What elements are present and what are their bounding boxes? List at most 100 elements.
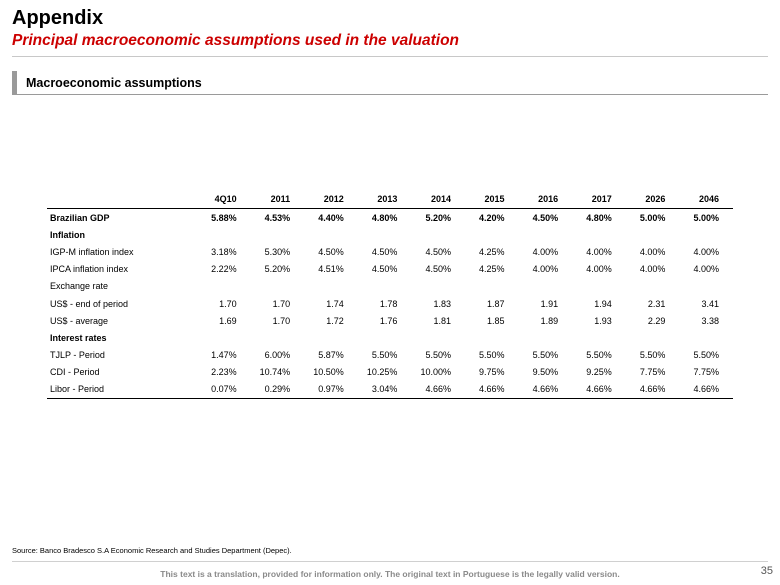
section-header: Macroeconomic assumptions <box>12 71 768 95</box>
table-cell: 5.50% <box>425 350 451 361</box>
row-label: Exchange rate <box>50 281 109 292</box>
table-cell: 5.50% <box>532 350 559 361</box>
table-cell <box>197 329 251 346</box>
section-accent-bar <box>12 71 17 95</box>
table-cell <box>519 226 573 243</box>
table-cell: 1.89 <box>540 315 559 326</box>
table-cell: 3.18% <box>211 246 237 257</box>
table-cell <box>251 329 305 346</box>
table-cell: 5.50% <box>479 350 505 361</box>
table-cell: 2.29 <box>647 315 666 326</box>
table-cell: 4.50% <box>532 212 559 223</box>
table-cell: 4.50% <box>425 246 451 257</box>
table-cell: 1.70 <box>272 298 291 309</box>
column-header-label <box>47 190 197 209</box>
table-row: Libor - Period 0.07% 0.29% 0.97% 3.04% 4.66% 4… <box>47 380 733 400</box>
table-cell <box>358 329 412 346</box>
row-label: Brazilian GDP <box>50 212 110 223</box>
table-cell: 5.50% <box>371 350 398 361</box>
table-cell: 4.51% <box>318 264 344 275</box>
table-cell <box>572 278 626 295</box>
row-label: CDI - Period <box>50 367 100 378</box>
table-cell: 0.29% <box>250 380 305 400</box>
table-cell <box>572 329 626 346</box>
table-cell: 4.66% <box>679 380 733 400</box>
row-label: US$ - end of period <box>50 298 129 309</box>
table-row: US$ - end of period 1.70 1.70 1.74 1.78 1.83 1… <box>47 295 733 312</box>
table-cell <box>626 278 680 295</box>
table-cell: 1.70 <box>219 298 237 309</box>
table-cell: 9.75% <box>479 367 505 378</box>
table-section-row: Inflation <box>47 226 733 243</box>
translation-disclaimer: This text is a translation, provided for… <box>160 569 620 579</box>
table-cell <box>358 278 412 295</box>
table-cell: 4.20% <box>479 212 505 223</box>
table-cell <box>411 278 465 295</box>
table-row: TJLP - Period 1.47% 6.00% 5.87% 5.50% 5.50% 5.… <box>47 347 733 364</box>
table-body: Brazilian GDP 5.88% 4.53% 4.40% 4.80% 5.20% 4.… <box>47 209 733 400</box>
table-cell <box>304 226 358 243</box>
table-cell: 7.75% <box>639 367 666 378</box>
table-cell: 4.00% <box>639 246 666 257</box>
table-row: Exchange rate <box>47 278 733 295</box>
table-cell: 4.66% <box>518 380 573 400</box>
table-cell: 1.87 <box>487 298 505 309</box>
table-cell: 4.50% <box>371 246 398 257</box>
table-cell: 5.88% <box>211 212 237 223</box>
table-cell: 4.00% <box>532 264 559 275</box>
column-header: 2013 <box>357 190 412 209</box>
table-cell <box>465 329 519 346</box>
table-row: US$ - average 1.69 1.70 1.72 1.76 1.81 1.85 1.8… <box>47 312 733 329</box>
table-cell: 9.50% <box>532 367 559 378</box>
row-label: TJLP - Period <box>50 350 105 361</box>
table-cell: 1.93 <box>594 315 612 326</box>
table-cell: 5.20% <box>264 264 291 275</box>
table-header: 4Q10 2011 2012 2013 2014 2015 2016 2017 2026 2046 <box>47 190 733 209</box>
header-divider <box>12 56 768 57</box>
table-cell: 4.00% <box>639 264 666 275</box>
table-cell <box>251 278 305 295</box>
table-cell: 1.85 <box>487 315 505 326</box>
table-cell: 4.66% <box>464 380 519 400</box>
table-cell: 1.94 <box>594 298 612 309</box>
source-note: Source: Banco Bradesco S.A Economic Rese… <box>12 546 292 555</box>
table-cell: 1.91 <box>540 298 559 309</box>
table-cell: 4.53% <box>264 212 291 223</box>
table-cell: 5.30% <box>264 246 291 257</box>
table-cell: 4.66% <box>411 380 465 400</box>
table-cell: 5.50% <box>586 350 612 361</box>
table-cell: 1.81 <box>433 315 451 326</box>
table-cell: 0.07% <box>197 380 251 400</box>
row-label: IPCA inflation index <box>50 264 129 275</box>
table-cell: 4.00% <box>693 246 719 257</box>
table-row: Brazilian GDP 5.88% 4.53% 4.40% 4.80% 5.20% 4.… <box>47 209 733 227</box>
table-cell: 4.25% <box>479 246 505 257</box>
table-cell: 5.87% <box>318 350 344 361</box>
table-cell: 5.20% <box>425 212 451 223</box>
table-cell: 5.00% <box>693 212 719 223</box>
page-title: Appendix <box>12 7 104 29</box>
row-label: Inflation <box>50 229 85 240</box>
table-cell <box>626 329 680 346</box>
column-header: 2016 <box>518 190 573 209</box>
footer-divider <box>12 561 768 562</box>
table-cell: 4.50% <box>318 246 344 257</box>
table-cell: 5.50% <box>693 350 719 361</box>
table-cell <box>197 226 251 243</box>
table-cell: 3.38 <box>701 315 719 326</box>
table-cell: 10.25% <box>366 367 398 378</box>
table-cell <box>519 329 573 346</box>
table-cell: 4.50% <box>425 264 451 275</box>
table-cell <box>251 226 305 243</box>
table-cell: 1.74 <box>326 298 344 309</box>
column-header: 2011 <box>250 190 305 209</box>
row-label: IGP-M inflation index <box>50 246 134 257</box>
table-cell: 3.04% <box>357 380 412 400</box>
table-cell: 4.50% <box>371 264 398 275</box>
table-cell <box>358 226 412 243</box>
macro-assumptions-table: 4Q10 2011 2012 2013 2014 2015 2016 2017 2026 2046… <box>47 190 733 400</box>
column-header: 2014 <box>411 190 465 209</box>
table-cell: 4.00% <box>586 264 612 275</box>
table-cell: 1.72 <box>326 315 344 326</box>
column-header: 4Q10 <box>197 190 251 209</box>
